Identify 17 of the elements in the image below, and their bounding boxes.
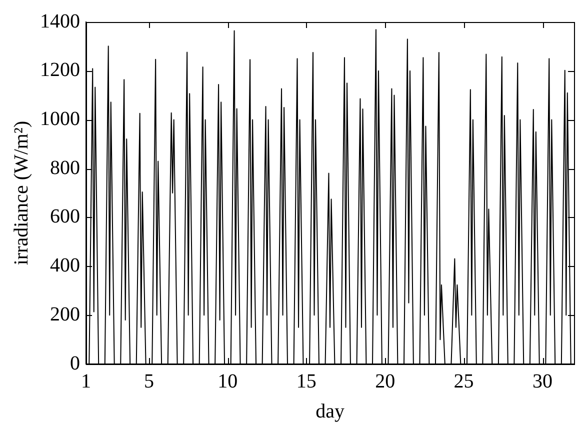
x-tick-label: 15 <box>296 370 316 392</box>
x-tick-label: 5 <box>144 370 154 392</box>
y-tick-label: 1000 <box>40 108 80 130</box>
y-tick-label: 400 <box>50 254 80 277</box>
x-tick-label: 10 <box>218 370 238 392</box>
x-tick-label: 20 <box>375 370 396 392</box>
y-tick-label: 0 <box>70 352 80 374</box>
y-tick-label: 1200 <box>40 59 80 82</box>
y-tick-label: 600 <box>50 206 80 228</box>
x-tick-label: 1 <box>81 370 91 392</box>
y-tick-label: 800 <box>50 156 80 179</box>
y-tick-label: 1400 <box>40 10 80 32</box>
x-tick-label: 25 <box>454 370 474 392</box>
y-axis-title: irradiance (W/m²) <box>10 120 32 266</box>
x-tick-label: 30 <box>532 370 553 392</box>
y-tick-label: 200 <box>50 303 80 326</box>
x-axis-title: day <box>316 400 344 422</box>
